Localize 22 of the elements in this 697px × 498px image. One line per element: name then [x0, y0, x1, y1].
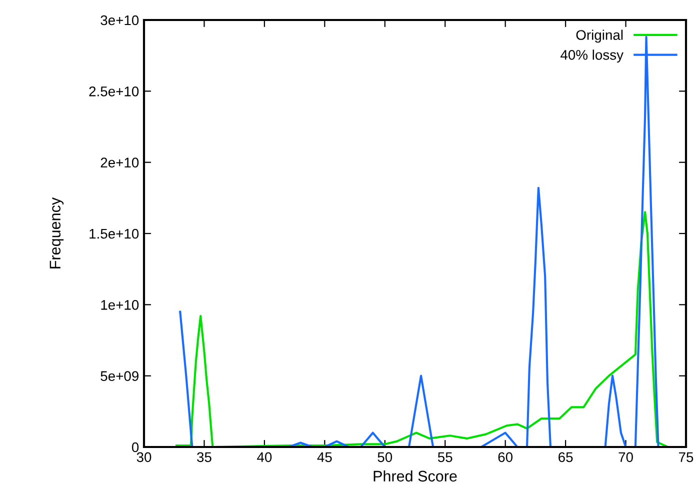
x-tick-label: 75: [678, 452, 694, 462]
x-tick-label: 40: [257, 452, 272, 462]
x-tick-label: 60: [498, 452, 513, 462]
x-tick-label: 45: [317, 452, 332, 462]
x-tick-label: 35: [197, 452, 212, 462]
x-tick-label: 50: [378, 452, 392, 462]
y-tick-label: 2.5e+10: [89, 86, 139, 96]
y-tick-label: 2e+10: [100, 158, 139, 168]
x-tick-label: 70: [618, 452, 633, 462]
line-series: [175, 211, 669, 447]
legend-label: Original: [576, 30, 623, 43]
x-tick-label: 65: [558, 452, 573, 462]
y-tick-label: 0: [132, 442, 139, 452]
legend-label: 40% lossy: [560, 50, 624, 63]
y-tick-label: 1.5e+10: [90, 228, 139, 239]
y-tick-label: 3e+10: [100, 15, 139, 26]
y-axis-title: Frequency: [50, 197, 64, 268]
x-tick-label: 30: [136, 452, 152, 462]
x-tick-label: 55: [438, 452, 452, 462]
y-tick-label: 1e+10: [101, 300, 139, 310]
y-tick-label: 5e+09: [100, 371, 138, 382]
x-axis-title: Phred Score: [374, 470, 457, 482]
